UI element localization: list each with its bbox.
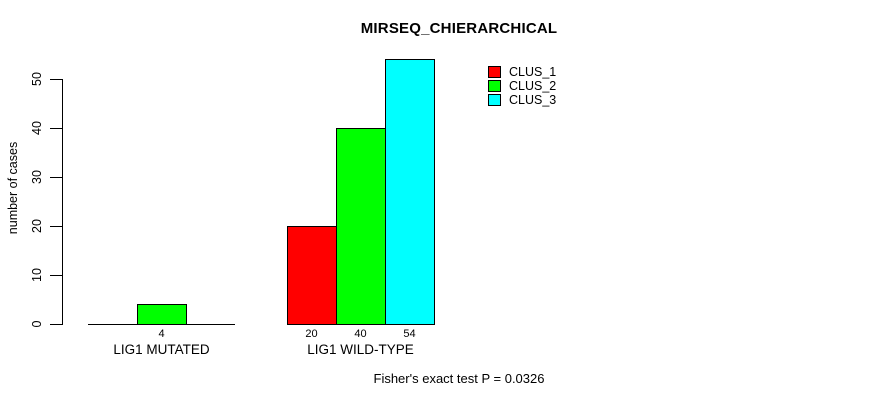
legend-swatch-clus-2 [488, 80, 501, 92]
y-tick-label: 10 [30, 268, 44, 282]
legend-swatch-clus-3 [488, 94, 501, 106]
legend-label: CLUS_3 [509, 93, 557, 107]
legend-row-clus-3: CLUS_3 [488, 93, 556, 107]
bar-clus-3-lig1-wild-type [385, 59, 435, 325]
y-tick-label: 40 [30, 121, 44, 135]
y-tick-label: 30 [30, 170, 44, 184]
bar-clus-2-lig1-wild-type [336, 128, 386, 325]
bar-value-label: 20 [305, 328, 318, 340]
y-tick-label: 0 [30, 320, 44, 328]
legend-row-clus-1: CLUS_1 [488, 65, 556, 79]
footnote: Fisher's exact test P = 0.0326 [373, 371, 545, 386]
legend-swatch-clus-1 [488, 66, 501, 78]
y-tick [50, 323, 62, 325]
y-tick [50, 78, 62, 80]
bar-value-label: 4 [158, 328, 165, 340]
bar-value-label: 40 [354, 328, 367, 340]
bar-value-label: 54 [403, 328, 416, 340]
y-tick [50, 274, 62, 276]
bar-clus-1-lig1-wild-type [287, 226, 337, 325]
legend: CLUS_1 CLUS_2 CLUS_3 [488, 65, 556, 107]
y-tick-label: 20 [30, 219, 44, 233]
y-axis-line [62, 79, 63, 325]
y-tick-label: 50 [30, 72, 44, 86]
y-axis-label: number of cases [6, 141, 20, 235]
bar-clus-2-lig1-mutated [137, 304, 187, 325]
y-tick [50, 176, 62, 178]
legend-row-clus-2: CLUS_2 [488, 79, 556, 93]
category-label-lig1-wild-type: LIG1 WILD-TYPE [307, 342, 414, 357]
legend-label: CLUS_2 [509, 79, 557, 93]
y-tick [50, 225, 62, 227]
legend-label: CLUS_1 [509, 65, 557, 79]
y-tick [50, 127, 62, 129]
chart-title: MIRSEQ_CHIERARCHICAL [360, 20, 558, 37]
category-label-lig1-mutated: LIG1 MUTATED [113, 342, 210, 357]
